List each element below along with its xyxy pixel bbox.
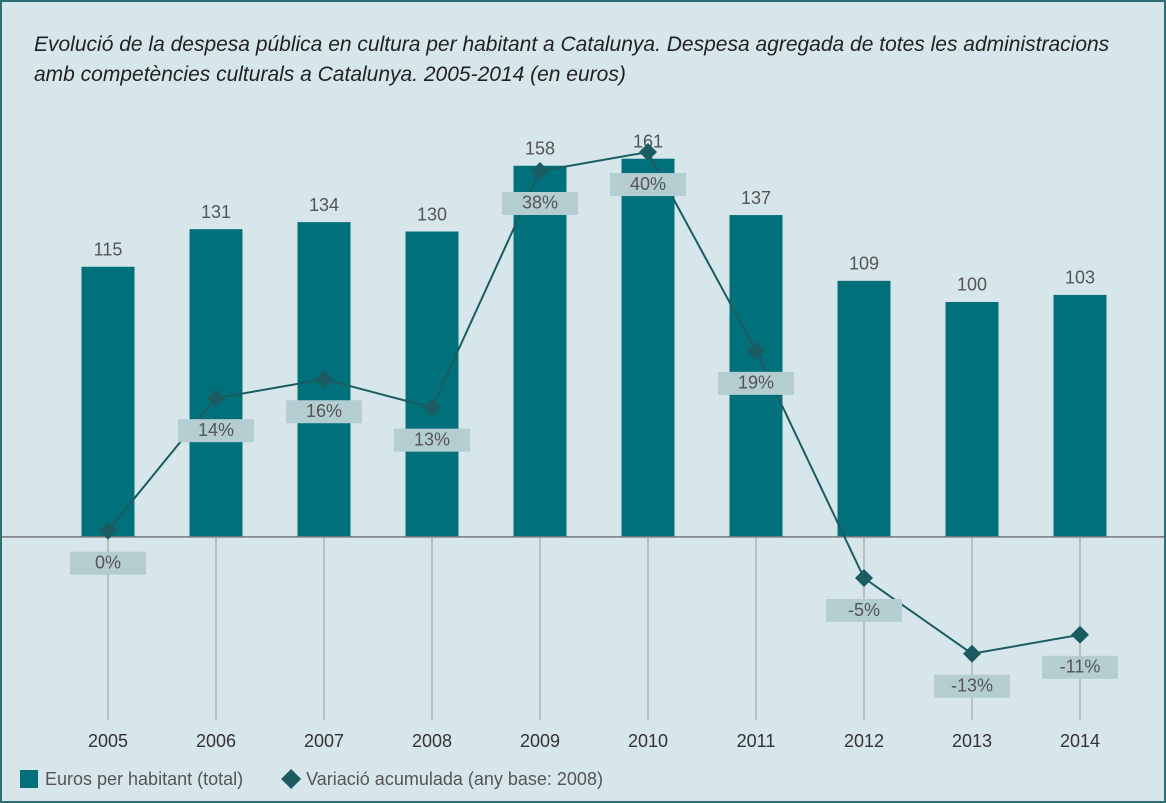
line-label-box bbox=[934, 674, 1010, 698]
bar-value-label: 115 bbox=[94, 239, 123, 259]
line-label-box bbox=[70, 551, 146, 575]
bar-value-label: 109 bbox=[849, 254, 879, 274]
line-value-label: 38% bbox=[522, 193, 558, 213]
line-marker bbox=[207, 389, 225, 408]
x-tick-label: 2008 bbox=[412, 731, 452, 751]
line-label-box bbox=[1042, 655, 1118, 679]
line-value-label: 0% bbox=[95, 552, 121, 572]
line-marker bbox=[639, 143, 657, 162]
x-tick-label: 2014 bbox=[1060, 731, 1100, 751]
line-marker bbox=[531, 161, 549, 180]
line-value-label: 14% bbox=[198, 420, 234, 440]
bar-value-label: 161 bbox=[633, 131, 663, 151]
line-marker bbox=[855, 569, 873, 588]
bar-value-label: 130 bbox=[417, 204, 447, 224]
legend-swatch bbox=[281, 769, 302, 789]
line-marker bbox=[315, 370, 333, 389]
line-value-label: -13% bbox=[951, 675, 993, 695]
x-tick-label: 2007 bbox=[304, 731, 344, 751]
x-tick-label: 2013 bbox=[952, 731, 992, 751]
line-value-label: -11% bbox=[1060, 657, 1101, 677]
x-tick-label: 2005 bbox=[88, 731, 128, 751]
bar bbox=[1053, 294, 1107, 537]
bar-value-label: 137 bbox=[741, 188, 771, 208]
x-tick-label: 2010 bbox=[628, 731, 668, 751]
bar-value-label: 103 bbox=[1065, 268, 1095, 288]
line-label-box bbox=[826, 599, 902, 623]
line-marker bbox=[423, 398, 441, 417]
x-tick-label: 2009 bbox=[520, 731, 560, 751]
bar bbox=[81, 266, 135, 537]
line-value-label: 19% bbox=[738, 373, 774, 393]
line-value-label: -5% bbox=[848, 600, 880, 620]
chart-title: Evolució de la despesa pública en cultur… bbox=[34, 33, 1110, 86]
line-label-box bbox=[718, 371, 794, 395]
line-label-box bbox=[286, 400, 362, 424]
bar bbox=[837, 280, 891, 537]
legend-label: Euros per habitant (total) bbox=[45, 769, 243, 789]
bar bbox=[513, 165, 567, 537]
line-marker bbox=[747, 341, 765, 360]
bar bbox=[945, 301, 999, 537]
legend-label: Variació acumulada (any base: 2008) bbox=[306, 769, 603, 789]
line-label-box bbox=[178, 419, 254, 443]
line-marker bbox=[963, 644, 981, 663]
line-value-label: 16% bbox=[306, 401, 342, 421]
line-marker bbox=[99, 521, 117, 540]
x-tick-label: 2006 bbox=[196, 731, 236, 751]
line-value-label: 13% bbox=[414, 429, 450, 449]
bar-value-label: 158 bbox=[525, 139, 555, 159]
bar-value-label: 100 bbox=[957, 275, 987, 295]
bar-value-label: 134 bbox=[309, 195, 339, 215]
line-label-box bbox=[394, 428, 470, 452]
bar-value-label: 131 bbox=[201, 202, 231, 222]
bar bbox=[405, 231, 459, 537]
x-tick-label: 2012 bbox=[844, 731, 884, 751]
line-label-box bbox=[502, 191, 578, 215]
line-value-label: 40% bbox=[630, 174, 666, 194]
line-label-box bbox=[610, 173, 686, 197]
line-marker bbox=[1071, 625, 1089, 644]
legend-swatch bbox=[20, 770, 38, 788]
bar bbox=[189, 229, 243, 537]
line bbox=[107, 150, 1081, 655]
x-tick-label: 2011 bbox=[737, 731, 776, 751]
bar bbox=[621, 158, 675, 537]
